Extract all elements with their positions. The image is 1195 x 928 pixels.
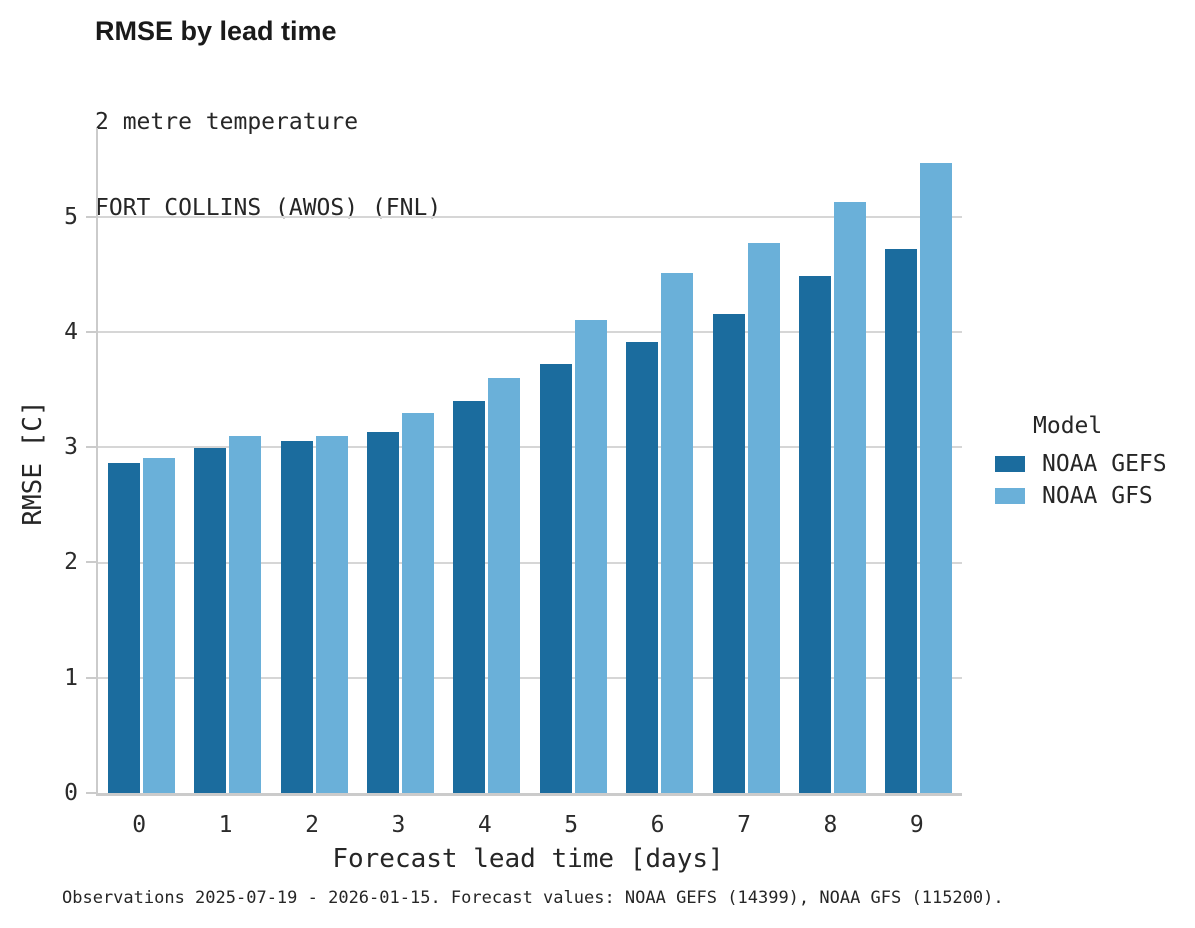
x-tick-label-0: 0	[132, 812, 147, 838]
y-tick-label-2: 2	[64, 549, 78, 576]
bar-noaa-gefs-day-8	[798, 275, 831, 793]
bar-noaa-gefs-day-7	[712, 313, 745, 793]
legend-item-noaa-gfs: NOAA GFS	[995, 480, 1167, 512]
bar-noaa-gefs-day-2	[280, 441, 313, 793]
x-tick-label-8: 8	[823, 812, 838, 838]
chart-subtitle-variable: 2 metre temperature	[95, 109, 359, 135]
y-axis-label: RMSE [C]	[18, 400, 48, 526]
bar-noaa-gfs-day-3	[401, 412, 434, 793]
bar-noaa-gfs-day-8	[833, 201, 866, 793]
x-tick-label-1: 1	[218, 812, 233, 838]
chart-title: RMSE by lead time	[95, 16, 337, 46]
legend-label-gfs: NOAA GFS	[1042, 483, 1153, 509]
y-tick-label-1: 1	[64, 664, 78, 691]
gridline-y-5	[98, 215, 962, 218]
bar-noaa-gefs-day-3	[366, 432, 399, 793]
gridline-y-2	[98, 561, 962, 564]
gridline-y-4	[98, 331, 962, 333]
y-tick-mark-5	[86, 215, 96, 218]
legend-title: Model	[1033, 413, 1103, 439]
caption: Observations 2025-07-19 - 2026-01-15. Fo…	[62, 888, 1004, 908]
bar-noaa-gfs-day-4	[488, 378, 521, 793]
x-tick-label-3: 3	[391, 812, 406, 838]
legend-swatch-gefs	[995, 456, 1025, 472]
y-tick-mark-4	[86, 330, 96, 333]
bar-noaa-gfs-day-5	[574, 320, 607, 793]
legend-swatch-gfs	[995, 488, 1025, 504]
gridline-y-1	[98, 676, 962, 679]
x-tick-label-6: 6	[650, 812, 665, 838]
x-tick-label-7: 7	[737, 812, 751, 838]
y-tick-mark-1	[86, 676, 96, 679]
x-tick-label-5: 5	[564, 812, 579, 838]
y-tick-label-0: 0	[64, 780, 78, 806]
bar-noaa-gfs-day-6	[661, 273, 694, 793]
bar-noaa-gfs-day-1	[229, 435, 262, 793]
y-tick-label-5: 5	[64, 203, 78, 230]
bar-noaa-gefs-day-0	[107, 463, 140, 793]
bar-noaa-gefs-day-4	[453, 401, 486, 793]
bar-noaa-gfs-day-2	[315, 435, 348, 793]
y-tick-mark-2	[86, 561, 96, 564]
x-tick-label-9: 9	[909, 812, 924, 838]
bar-noaa-gfs-day-7	[747, 243, 780, 793]
y-tick-mark-0	[86, 792, 96, 794]
x-axis-label: Forecast lead time [days]	[332, 844, 724, 874]
legend: Model NOAA GEFS NOAA GFS	[995, 410, 1167, 512]
plot-area	[96, 128, 962, 796]
legend-label-gefs: NOAA GEFS	[1042, 451, 1167, 477]
y-tick-mark-3	[86, 446, 96, 449]
x-tick-label-2: 2	[305, 812, 319, 838]
legend-item-noaa-gefs: NOAA GEFS	[995, 448, 1167, 480]
bar-noaa-gfs-day-9	[920, 162, 953, 793]
bar-noaa-gefs-day-6	[626, 342, 659, 793]
bar-noaa-gfs-day-0	[142, 457, 175, 793]
bar-noaa-gefs-day-9	[885, 249, 918, 793]
bar-noaa-gefs-day-1	[194, 448, 227, 793]
x-tick-label-4: 4	[477, 812, 492, 838]
y-tick-label-3: 3	[64, 434, 78, 461]
bar-noaa-gefs-day-5	[539, 364, 572, 793]
y-tick-label-4: 4	[64, 318, 78, 345]
gridline-y-3	[98, 446, 962, 449]
